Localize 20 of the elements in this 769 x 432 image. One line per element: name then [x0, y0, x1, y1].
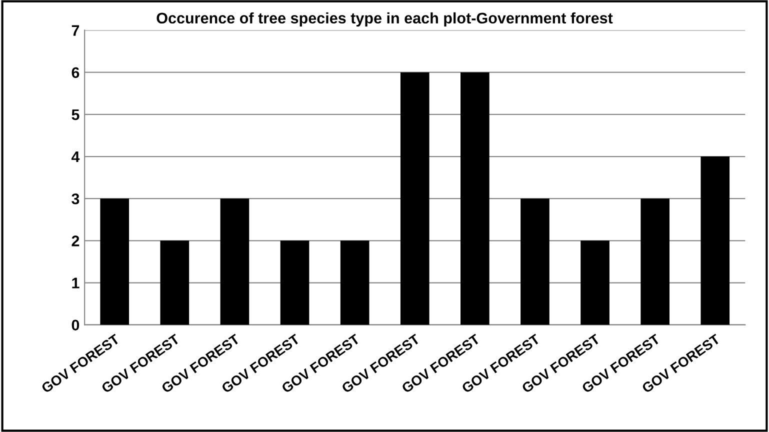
y-tick-label: 7 — [72, 25, 80, 36]
bar — [580, 240, 610, 325]
y-tick-label: 6 — [72, 67, 80, 78]
bar — [640, 198, 670, 325]
bar — [700, 156, 730, 325]
bar — [400, 72, 430, 325]
bar — [100, 198, 130, 325]
y-tick-label: 1 — [72, 278, 80, 288]
bar — [280, 240, 310, 325]
y-tick-label: 5 — [72, 109, 80, 120]
chart-title: Occurence of tree species type in each plot-Government forest — [156, 12, 613, 27]
bar — [520, 198, 550, 325]
bar — [460, 72, 490, 325]
y-tick-label: 3 — [72, 193, 80, 204]
bar — [160, 240, 190, 325]
y-tick-label: 2 — [72, 236, 80, 246]
y-tick-label: 0 — [72, 320, 80, 331]
y-tick-label: 4 — [71, 152, 80, 162]
bar — [340, 240, 370, 325]
bar — [220, 198, 250, 325]
